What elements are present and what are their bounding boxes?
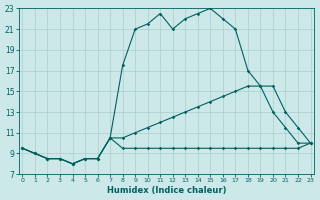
- X-axis label: Humidex (Indice chaleur): Humidex (Indice chaleur): [107, 186, 226, 195]
